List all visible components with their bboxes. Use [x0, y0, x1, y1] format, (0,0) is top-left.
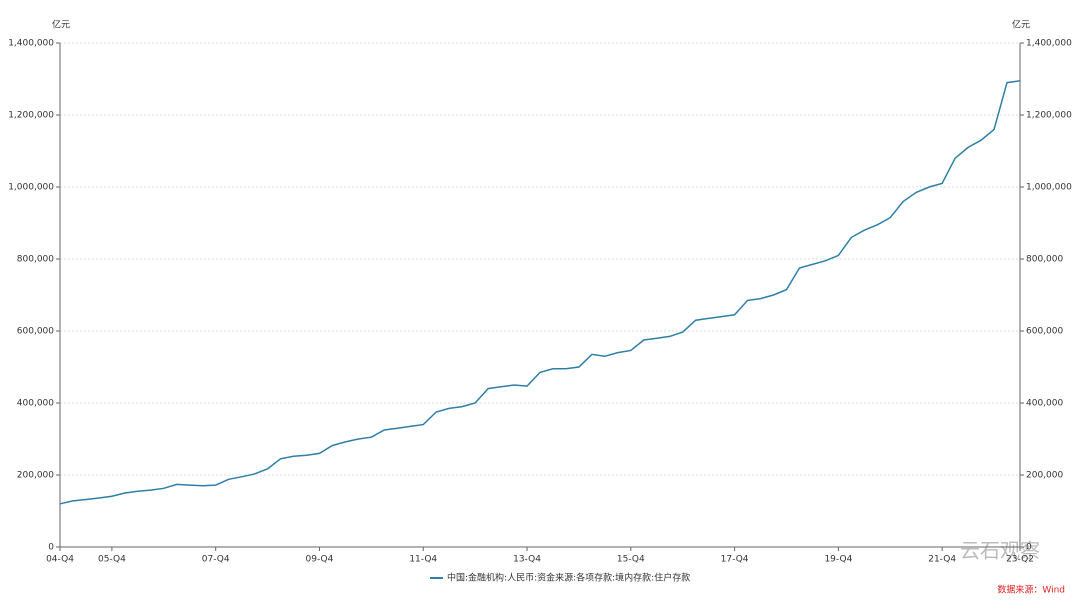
y-tick-label: 0 [48, 543, 54, 553]
x-tick-label: 05-Q4 [98, 555, 126, 565]
y2-tick-label: 600,000 [1026, 327, 1063, 337]
x-tick-label: 11-Q4 [409, 555, 437, 565]
source: 数据来源：Wind [997, 584, 1065, 596]
y-tick-label: 1,400,000 [8, 39, 54, 49]
y2-tick-label: 0 [1026, 543, 1032, 553]
x-tick-label: 23-Q2 [1006, 555, 1034, 565]
y2-tick-label: 200,000 [1026, 471, 1063, 481]
y2-tick-label: 1,000,000 [1026, 183, 1072, 193]
y-tick-label: 800,000 [17, 255, 54, 265]
x-tick-label: 21-Q4 [928, 555, 956, 565]
y2-tick-label: 400,000 [1026, 399, 1063, 409]
y-tick-label: 1,000,000 [8, 183, 54, 193]
y-tick-label: 200,000 [17, 471, 54, 481]
y2-tick-label: 1,200,000 [1026, 111, 1072, 121]
x-tick-label: 07-Q4 [202, 555, 230, 565]
y-tick-label: 600,000 [17, 327, 54, 337]
y-tick-label: 400,000 [17, 399, 54, 409]
x-tick-label: 19-Q4 [824, 555, 852, 565]
legend-label: 中国:金融机构:人民币:资金来源:各项存款:境内存款:住户存款 [447, 572, 690, 584]
line-series [59, 80, 1021, 505]
x-tick-label: 13-Q4 [513, 555, 541, 565]
y2-tick-label: 1,400,000 [1026, 39, 1072, 49]
y-unit: 亿元 [52, 19, 70, 31]
watermark: 云石观察 [960, 539, 1040, 563]
x-tick-label: 17-Q4 [721, 555, 749, 565]
x-tick-label: 09-Q4 [306, 555, 334, 565]
y-tick-label: 1,200,000 [8, 111, 54, 121]
y2-unit: 亿元 [1012, 19, 1030, 31]
x-tick-label: 04-Q4 [46, 555, 74, 565]
y2-tick-label: 800,000 [1026, 255, 1063, 265]
x-tick-label: 15-Q4 [617, 555, 645, 565]
